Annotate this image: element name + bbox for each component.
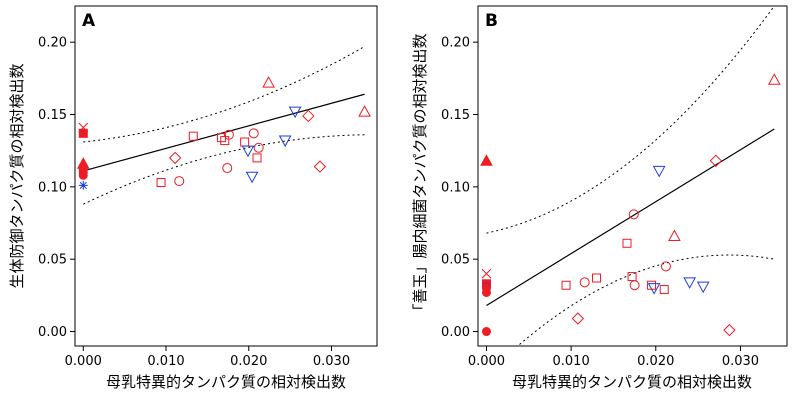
data-point-circle: [222, 163, 233, 174]
y-tick-label: 0.05: [38, 253, 67, 268]
panel-b-x-axis-title: 母乳特異的タンパク質の相対検出数: [512, 373, 752, 391]
data-point-triangle-up: [262, 76, 275, 88]
data-point-triangle-up: [358, 105, 371, 117]
panel-b-regression: [486, 6, 775, 346]
x-tick-label: 0.020: [637, 354, 674, 369]
x-tick-label: 0.030: [313, 354, 350, 369]
y-tick-label: 0.10: [441, 180, 470, 195]
x-tick-label: 0.000: [468, 354, 505, 369]
confidence-band-lower: [517, 254, 775, 346]
data-point-x: [481, 268, 492, 279]
data-point-square: [627, 272, 637, 282]
data-point-triangle-down: [683, 277, 696, 289]
x-tick-label: 0.020: [230, 354, 267, 369]
y-tick-label: 0.00: [38, 325, 67, 340]
panel-b: B 母乳特異的タンパク質の相対検出数 「善玉」腸内細菌タンパク質の相対検出数 0…: [411, 5, 788, 391]
data-point-circle: [628, 209, 639, 220]
data-point-diamond: [168, 151, 182, 165]
data-point-triangle-down: [278, 135, 292, 148]
data-point-circle: [660, 261, 671, 272]
data-point-triangle-down: [241, 145, 255, 158]
panel-b-frame: [477, 5, 788, 347]
data-point-diamond: [723, 323, 736, 337]
y-tick-label: 0.20: [441, 36, 470, 51]
data-point-diamond: [709, 154, 723, 168]
x-tick-label: 0.000: [65, 354, 102, 369]
x-tick-label: 0.010: [553, 354, 590, 369]
confidence-band-upper: [486, 6, 775, 234]
panel-a-frame: [74, 5, 378, 347]
x-tick-label: 0.030: [722, 354, 759, 369]
confidence-band-lower: [83, 134, 365, 205]
x-tick-label: 0.010: [147, 354, 184, 369]
y-tick-label: 0.15: [441, 108, 470, 123]
data-point-triangle-down: [696, 281, 710, 294]
data-point-square: [592, 273, 602, 283]
data-point-circle: [579, 277, 590, 288]
panel-b-y-ticks: 0.00 0.05 0.10 0.15 0.20: [441, 36, 478, 340]
data-point-triangle-up-filled: [480, 154, 493, 166]
panel-a: A 母乳特異的タンパク質の相対検出数 生体防御タンパク質の相対検出数 0.000…: [8, 5, 378, 391]
data-point-circle-filled: [481, 287, 491, 297]
panel-a-y-ticks: 0.00 0.05 0.10 0.15 0.20: [38, 36, 75, 340]
data-point-triangle-down: [245, 171, 259, 184]
data-point-diamond: [302, 109, 315, 123]
data-point-square: [252, 153, 262, 163]
data-point-triangle-down: [647, 283, 661, 295]
data-point-square: [622, 238, 632, 248]
panel-a-points: [76, 76, 371, 190]
data-point-circle: [223, 129, 234, 140]
data-point-triangle-up: [668, 229, 681, 242]
confidence-band-upper: [83, 46, 365, 143]
y-tick-label: 0.15: [38, 108, 67, 123]
data-point-square: [188, 131, 198, 141]
y-tick-label: 0.20: [38, 36, 67, 51]
panel-a-y-axis-title: 生体防御タンパク質の相対検出数: [8, 63, 26, 288]
data-point-diamond: [313, 160, 327, 173]
panel-a-label: A: [82, 11, 96, 31]
panel-a-x-axis-title: 母乳特異的タンパク質の相対検出数: [106, 373, 346, 391]
data-point-circle: [248, 128, 259, 139]
y-tick-label: 0.00: [441, 325, 470, 340]
data-point-diamond: [571, 312, 585, 325]
data-point-circle-filled: [481, 327, 491, 337]
panel-b-label: B: [485, 11, 498, 31]
panel-a-x-ticks: 0.000 0.010 0.020 0.030: [65, 346, 350, 369]
data-point-triangle-up: [767, 73, 781, 85]
y-tick-label: 0.10: [38, 180, 67, 195]
data-point-square: [240, 137, 250, 147]
panel-a-regression: [83, 46, 365, 205]
data-point-circle: [629, 280, 640, 291]
data-point-square: [220, 136, 230, 146]
y-tick-label: 0.05: [441, 253, 470, 268]
data-point-asterisk: [78, 180, 88, 190]
panel-b-y-axis-title: 「善玉」腸内細菌タンパク質の相対検出数: [411, 33, 429, 318]
regression-line: [83, 93, 365, 172]
data-point-circle: [174, 176, 185, 187]
data-point-square: [561, 280, 571, 290]
data-point-square: [659, 285, 669, 295]
data-point-circle: [253, 142, 264, 153]
panel-b-points: [480, 73, 781, 337]
data-point-circle-filled: [78, 170, 88, 180]
data-point-square-filled: [78, 128, 88, 138]
data-point-triangle-down: [652, 165, 666, 178]
panel-b-x-ticks: 0.000 0.010 0.020 0.030: [468, 346, 759, 369]
data-point-triangle-down: [288, 106, 302, 119]
data-point-square: [156, 178, 166, 188]
